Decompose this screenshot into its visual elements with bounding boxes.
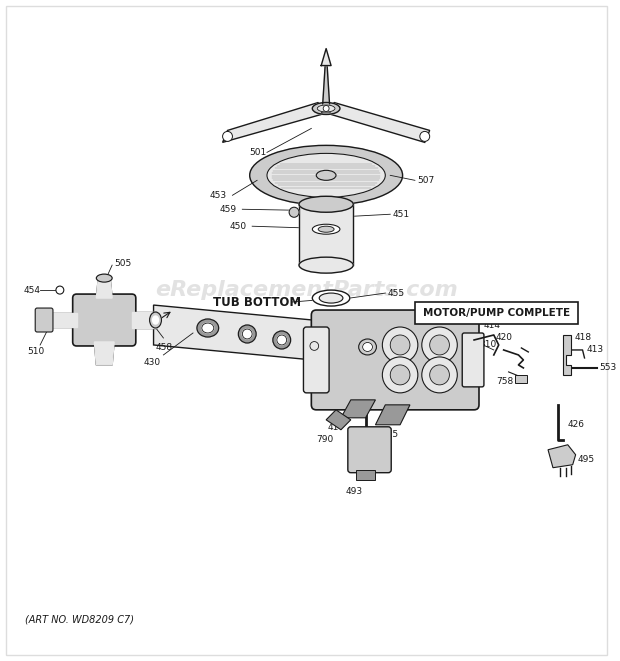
Polygon shape [322, 65, 330, 112]
Ellipse shape [242, 329, 252, 339]
Text: 310: 310 [479, 340, 496, 350]
FancyBboxPatch shape [303, 327, 329, 393]
Text: 790: 790 [316, 436, 334, 444]
Text: 453: 453 [210, 191, 227, 200]
Text: 553: 553 [600, 364, 616, 372]
Circle shape [430, 335, 450, 355]
Polygon shape [132, 312, 156, 328]
Circle shape [430, 365, 450, 385]
Ellipse shape [299, 257, 353, 273]
Polygon shape [326, 410, 351, 430]
Polygon shape [341, 400, 376, 418]
Text: 414: 414 [484, 321, 501, 330]
Circle shape [390, 335, 410, 355]
Text: 415: 415 [382, 430, 399, 440]
Text: 758: 758 [496, 377, 513, 387]
Polygon shape [548, 445, 575, 468]
FancyBboxPatch shape [348, 427, 391, 473]
Ellipse shape [363, 342, 373, 352]
Ellipse shape [202, 323, 214, 333]
Ellipse shape [319, 293, 343, 303]
Ellipse shape [197, 319, 219, 337]
Ellipse shape [312, 102, 340, 114]
Text: 418: 418 [575, 334, 591, 342]
Polygon shape [321, 49, 331, 65]
Ellipse shape [317, 105, 335, 112]
Polygon shape [94, 342, 114, 365]
Text: 426: 426 [568, 420, 585, 429]
Ellipse shape [359, 339, 376, 355]
Text: 507: 507 [417, 176, 434, 185]
Ellipse shape [153, 316, 159, 324]
Text: 455: 455 [388, 289, 404, 297]
Text: TUB BOTTOM: TUB BOTTOM [213, 295, 301, 309]
Text: 420: 420 [496, 334, 513, 342]
Circle shape [420, 132, 430, 141]
Text: 505: 505 [114, 258, 131, 268]
Ellipse shape [312, 290, 350, 306]
Ellipse shape [299, 196, 353, 212]
Text: 454: 454 [24, 286, 40, 295]
FancyBboxPatch shape [463, 333, 484, 387]
FancyBboxPatch shape [35, 308, 53, 332]
Ellipse shape [312, 224, 340, 234]
Ellipse shape [149, 312, 161, 328]
Polygon shape [50, 313, 77, 327]
Ellipse shape [310, 342, 319, 350]
Text: MOTOR/PUMP COMPLETE: MOTOR/PUMP COMPLETE [423, 308, 570, 318]
Text: 510: 510 [27, 348, 45, 356]
Ellipse shape [316, 171, 336, 180]
Text: 451: 451 [392, 210, 409, 219]
Text: 495: 495 [578, 455, 595, 464]
Polygon shape [96, 278, 112, 298]
Polygon shape [563, 335, 571, 375]
Ellipse shape [277, 335, 286, 345]
Ellipse shape [267, 153, 385, 197]
Circle shape [289, 208, 299, 217]
Circle shape [323, 106, 329, 112]
Bar [356, 470, 376, 480]
Text: 457: 457 [358, 334, 375, 342]
Ellipse shape [96, 274, 112, 282]
Polygon shape [331, 102, 430, 142]
Text: 417: 417 [327, 423, 345, 432]
Bar [515, 375, 528, 383]
Polygon shape [376, 405, 410, 425]
Circle shape [422, 327, 458, 363]
Ellipse shape [318, 226, 334, 232]
Bar [415, 302, 578, 324]
Text: 413: 413 [587, 346, 604, 354]
Text: 459: 459 [219, 205, 237, 214]
Text: 458: 458 [156, 344, 172, 352]
Text: 430: 430 [144, 358, 161, 368]
Circle shape [422, 357, 458, 393]
Circle shape [390, 365, 410, 385]
Text: eReplacementParts.com: eReplacementParts.com [155, 280, 458, 300]
Circle shape [383, 327, 418, 363]
Polygon shape [154, 305, 366, 365]
Polygon shape [299, 204, 353, 265]
Circle shape [56, 286, 64, 294]
Ellipse shape [306, 338, 322, 354]
Text: (ART NO. WD8209 C7): (ART NO. WD8209 C7) [25, 614, 135, 625]
Text: 493: 493 [345, 487, 362, 496]
Ellipse shape [238, 325, 256, 343]
Ellipse shape [250, 145, 402, 206]
Text: 311: 311 [388, 332, 404, 342]
Text: 501: 501 [249, 148, 267, 157]
Circle shape [383, 357, 418, 393]
FancyBboxPatch shape [311, 310, 479, 410]
Ellipse shape [273, 331, 291, 349]
Text: 450: 450 [229, 221, 247, 231]
FancyBboxPatch shape [73, 294, 136, 346]
Polygon shape [223, 102, 321, 142]
Circle shape [223, 132, 232, 141]
